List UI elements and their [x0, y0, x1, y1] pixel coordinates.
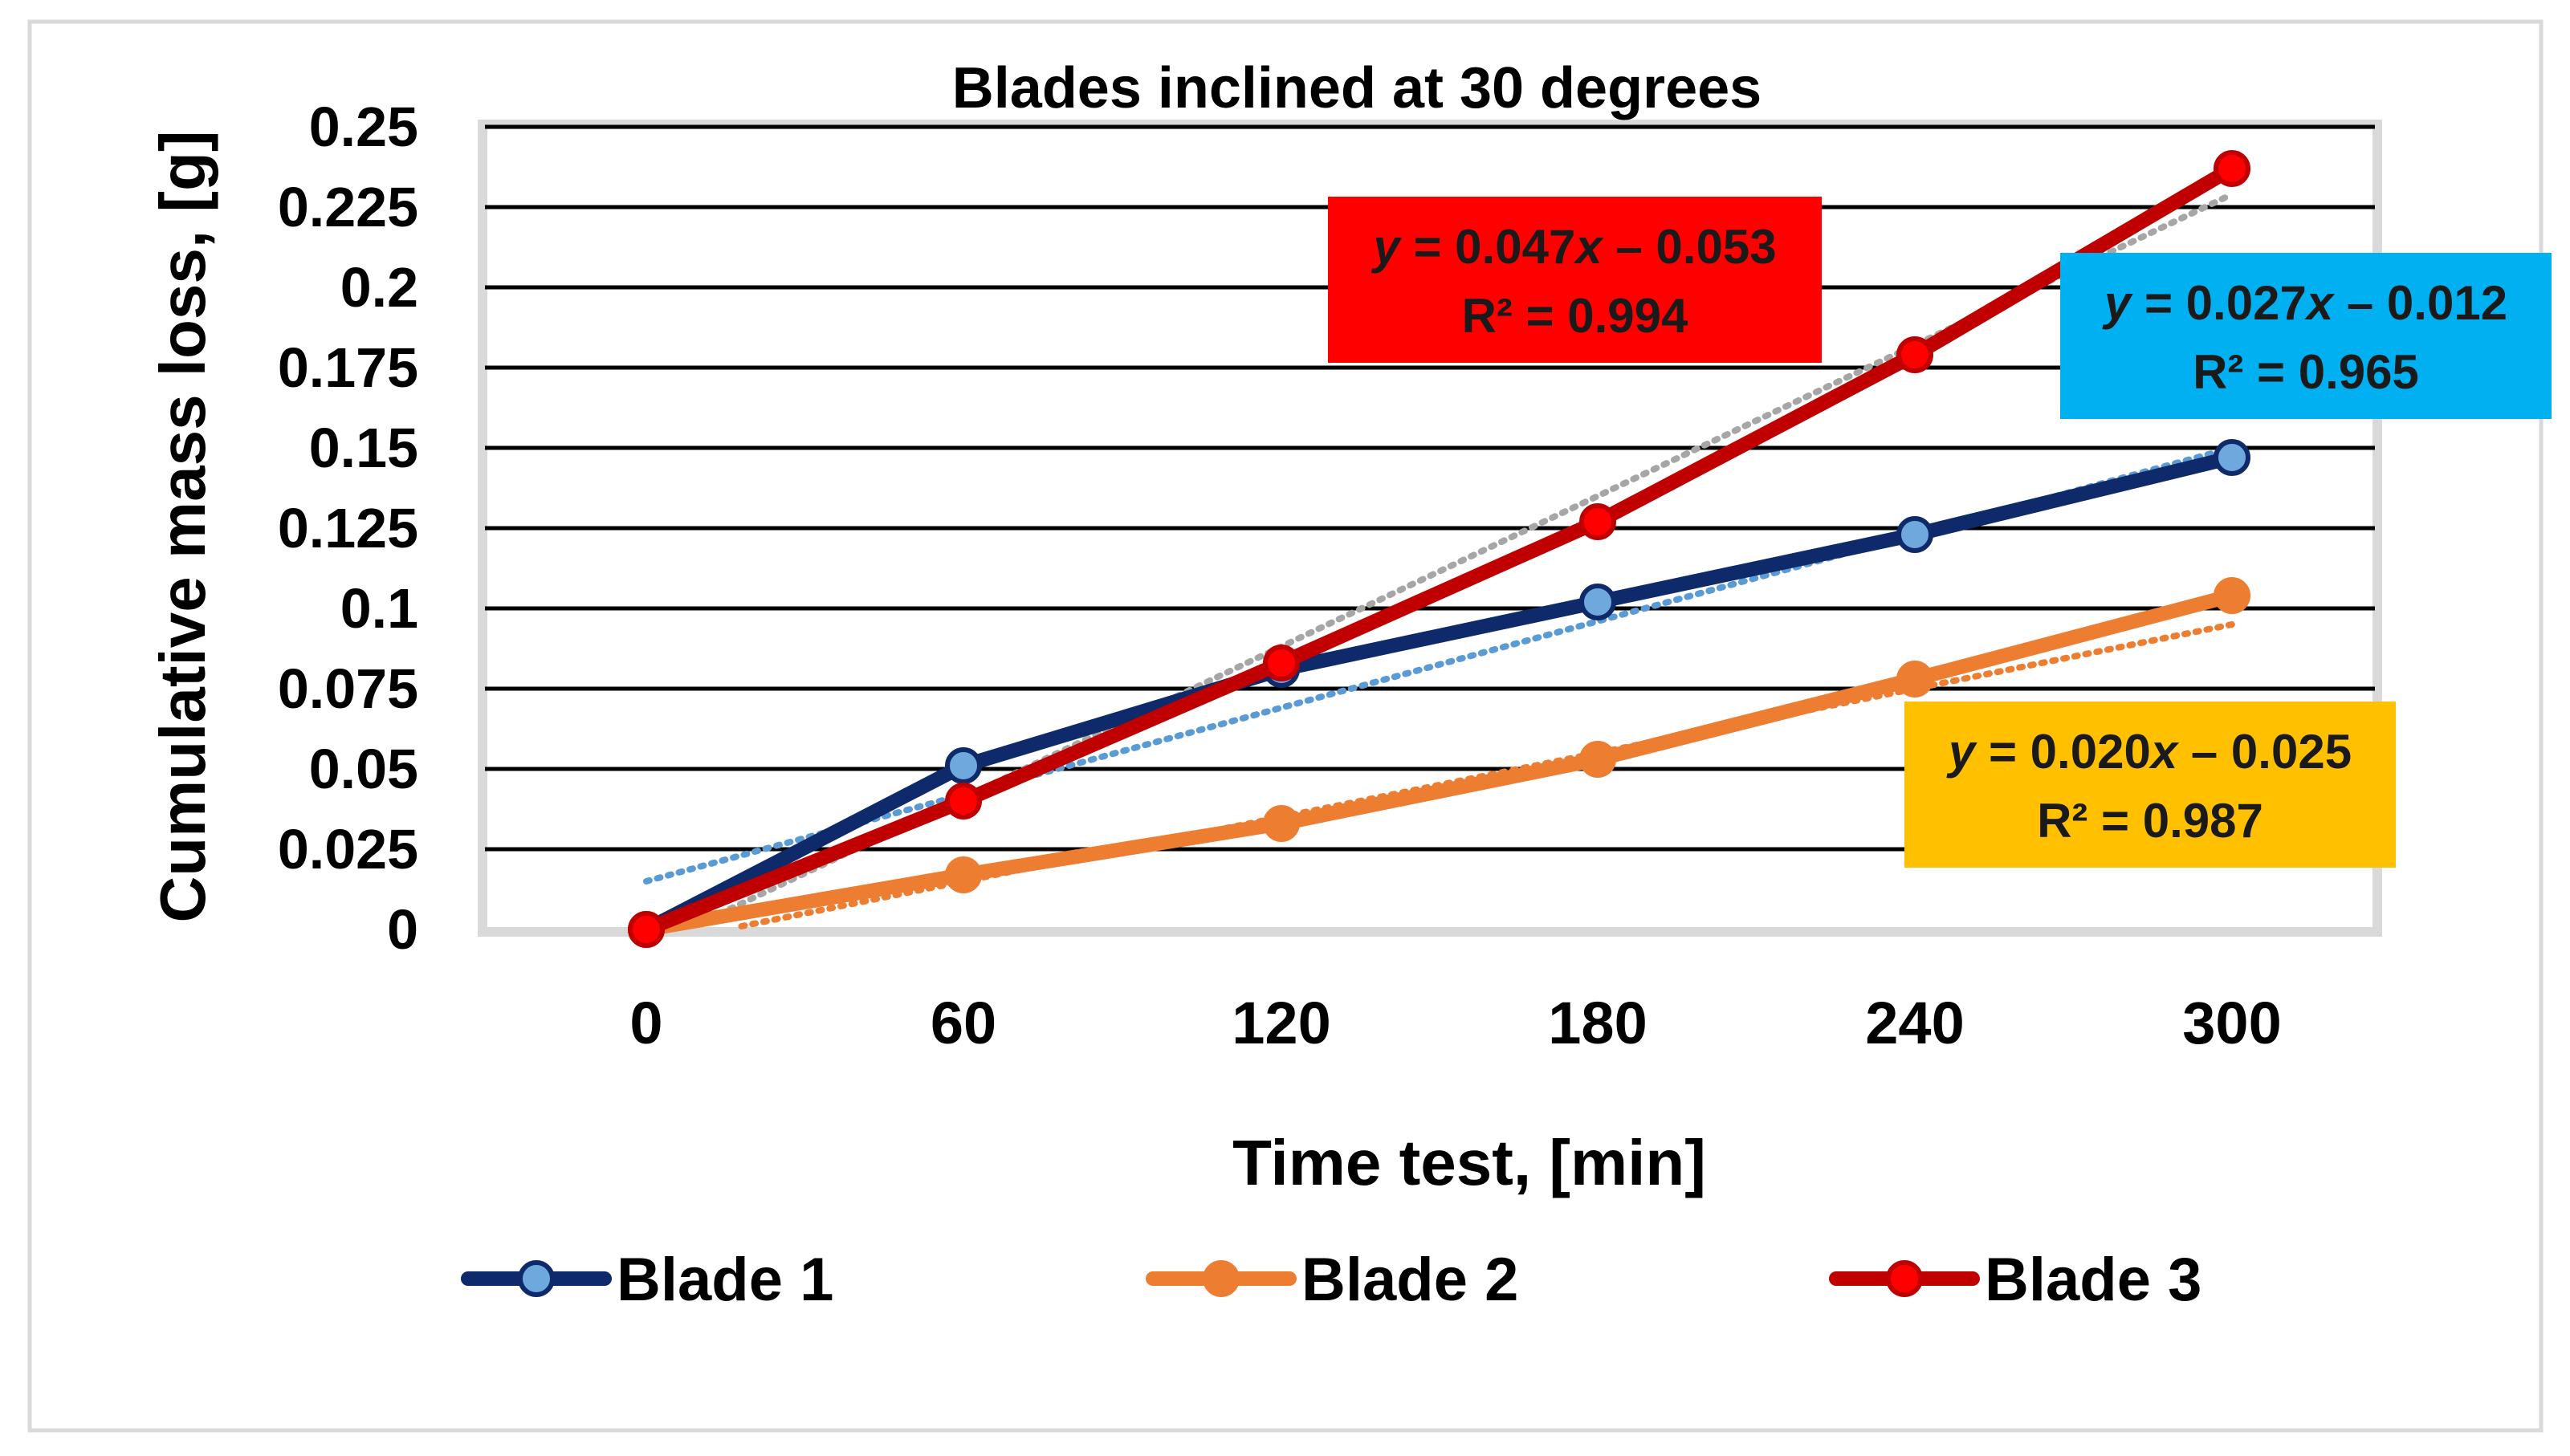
equation-box-bg — [2060, 253, 2552, 419]
data-point — [1263, 805, 1300, 842]
equation-part: y — [1371, 220, 1402, 274]
y-tick-label: 0.225 — [278, 176, 418, 238]
equation-box-bg — [1328, 197, 1822, 363]
data-point — [945, 856, 982, 893]
equation-box: y = 0.027x – 0.012 R² = 0.965 — [2060, 253, 2552, 419]
y-axis-tick-labels: 0 0.025 0.05 0.075 0.1 0.125 0.15 0.175 0.2 0.225… — [278, 96, 418, 961]
series-3 — [628, 150, 2250, 948]
data-point — [2214, 439, 2250, 476]
data-point — [945, 783, 982, 820]
equation-box: y = 0.047x – 0.053 R² = 0.994 — [1328, 197, 1822, 363]
legend: Blade 1 Blade 2 Blade 3 — [461, 1246, 2201, 1314]
y-tick-label: 0.15 — [309, 417, 418, 479]
y-tick-label: 0.2 — [340, 256, 418, 319]
legend-label: Blade 2 — [1301, 1246, 1518, 1314]
equation-part: = 0.027 — [2131, 276, 2307, 330]
data-point — [1263, 645, 1300, 681]
x-axis-label: Time test, [min] — [1232, 1127, 1706, 1198]
equation-part: x — [2148, 725, 2180, 779]
x-tick-label: 60 — [931, 990, 996, 1056]
equation-part: – 0.012 — [2333, 276, 2507, 330]
equation-text: y = 0.047x – 0.053 — [1371, 220, 1776, 274]
x-tick-label: 180 — [1548, 990, 1647, 1056]
y-tick-label: 0.075 — [278, 657, 418, 720]
series-line — [639, 588, 2239, 937]
data-point — [1579, 503, 1616, 540]
data-point — [628, 911, 665, 948]
y-tick-label: 0.025 — [278, 818, 418, 881]
chart-title: Blades inclined at 30 degrees — [952, 56, 1762, 120]
equation-part: y — [2102, 276, 2133, 330]
equation-part: – 0.025 — [2177, 725, 2352, 779]
data-point — [1579, 741, 1616, 778]
y-tick-label: 0.125 — [278, 497, 418, 559]
y-tick-label: 0 — [387, 898, 418, 961]
legend-item: Blade 2 — [1146, 1246, 1518, 1314]
data-point — [1579, 584, 1616, 620]
x-tick-label: 300 — [2182, 990, 2281, 1056]
equation-text: y = 0.027x – 0.012 — [2102, 276, 2507, 330]
data-point — [1896, 516, 1933, 553]
x-axis-tick-labels: 0 60 120 180 240 300 — [629, 990, 2281, 1056]
equation-part: x — [2304, 276, 2336, 330]
equation-text: y = 0.020x – 0.025 — [1946, 725, 2352, 779]
legend-swatch-marker — [518, 1260, 555, 1297]
data-point — [2214, 150, 2250, 187]
y-tick-label: 0.175 — [278, 336, 418, 399]
legend-item: Blade 1 — [461, 1246, 833, 1314]
legend-label: Blade 1 — [617, 1246, 833, 1314]
gridlines — [485, 124, 2375, 852]
y-tick-label: 0.05 — [309, 738, 418, 800]
data-point — [2214, 577, 2250, 614]
y-axis-label: Cumulative mass loss, [g] — [147, 131, 218, 923]
equation-part: – 0.053 — [1603, 220, 1777, 274]
legend-swatch-marker — [1203, 1260, 1240, 1297]
data-point — [1896, 336, 1933, 373]
equation-box: y = 0.020x – 0.025 R² = 0.987 — [1904, 702, 2396, 868]
equation-part: y — [1946, 725, 1977, 779]
r-squared-text: R² = 0.965 — [2193, 345, 2419, 399]
equation-box-bg — [1904, 702, 2396, 868]
series-line — [639, 450, 2239, 937]
x-tick-label: 240 — [1865, 990, 1964, 1056]
y-tick-label: 0.1 — [340, 577, 418, 640]
equation-part: = 0.047 — [1400, 220, 1576, 274]
y-tick-label: 0.25 — [309, 96, 418, 158]
data-point — [945, 747, 982, 784]
legend-item: Blade 3 — [1829, 1246, 2201, 1314]
equation-part: x — [1573, 220, 1604, 274]
data-point — [1896, 661, 1933, 697]
series-line — [639, 161, 2239, 937]
data-series — [628, 150, 2250, 948]
legend-swatch-marker — [1886, 1260, 1923, 1297]
legend-label: Blade 3 — [1985, 1246, 2201, 1314]
equation-part: = 0.020 — [1975, 725, 2151, 779]
x-tick-label: 120 — [1232, 990, 1330, 1056]
r-squared-text: R² = 0.994 — [1462, 289, 1688, 343]
x-tick-label: 0 — [629, 990, 662, 1056]
r-squared-text: R² = 0.987 — [2037, 794, 2263, 848]
